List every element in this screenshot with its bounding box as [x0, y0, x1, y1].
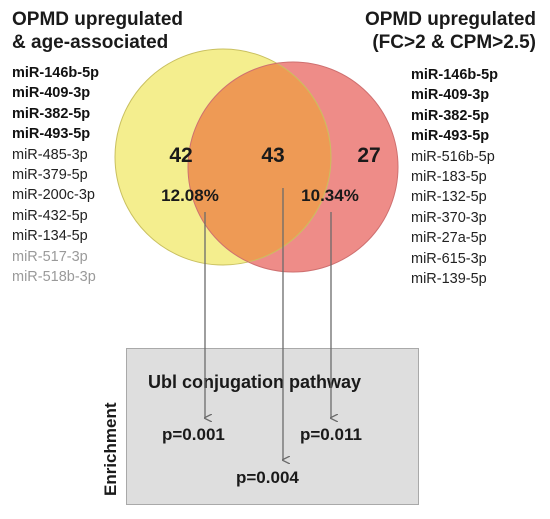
mirna-item: miR-134-5p: [12, 228, 88, 245]
mirna-item: miR-200c-3p: [12, 187, 95, 204]
mirna-item: miR-27a-5p: [411, 230, 487, 247]
enrichment-axis-label: Enrichment: [101, 402, 120, 496]
mirna-item: miR-493-5p: [411, 128, 490, 145]
mirna-item: miR-146b-5p: [12, 65, 100, 81]
mirna-item: miR-382-5p: [411, 107, 490, 124]
mirna-item: miR-516b-5p: [411, 148, 495, 165]
mirna-item: miR-183-5p: [411, 169, 487, 186]
mirna-item: miR-382-5p: [12, 105, 91, 122]
mirna-item: miR-493-5p: [12, 126, 91, 143]
p-value-left: p=0.001: [162, 425, 225, 444]
left-only-percent: 12.08%: [161, 186, 219, 205]
mirna-item: miR-518b-3p: [12, 269, 96, 286]
mirna-item: miR-370-3p: [411, 209, 487, 226]
overlap-count: 43: [261, 144, 284, 167]
mirna-item: miR-139-5p: [411, 271, 487, 288]
mirna-item: miR-132-5p: [411, 189, 487, 206]
p-value-right: p=0.011: [300, 425, 362, 444]
mirna-item: miR-379-5p: [12, 167, 88, 184]
mirna-item: miR-409-3p: [411, 87, 490, 104]
enrichment-box: [126, 348, 419, 505]
right-only-count: 27: [357, 144, 380, 167]
mirna-item: miR-146b-5p: [411, 67, 499, 83]
mirna-item: miR-409-3p: [12, 85, 91, 102]
left-set-title: OPMD upregulated & age-associated: [12, 9, 184, 53]
left-only-count: 42: [169, 144, 192, 167]
mirna-item: miR-485-3p: [12, 146, 88, 163]
mirna-item: miR-432-5p: [12, 207, 88, 224]
overlap-region: [188, 62, 331, 265]
mirna-item: miR-517-3p: [12, 248, 88, 265]
p-value-overlap: p=0.004: [236, 468, 299, 487]
left-mirna-list: miR-146b-5p miR-409-3p miR-382-5p miR-493-5…: [12, 63, 99, 287]
right-set-title: OPMD upregulated (FC>2 & CPM>2.5): [364, 9, 536, 53]
right-mirna-list: miR-146b-5p miR-409-3p miR-382-5p miR-493-5…: [411, 65, 498, 289]
pathway-name: Ubl conjugation pathway: [148, 372, 362, 392]
right-only-percent: 10.34%: [301, 186, 359, 205]
mirna-item: miR-615-3p: [411, 250, 487, 267]
